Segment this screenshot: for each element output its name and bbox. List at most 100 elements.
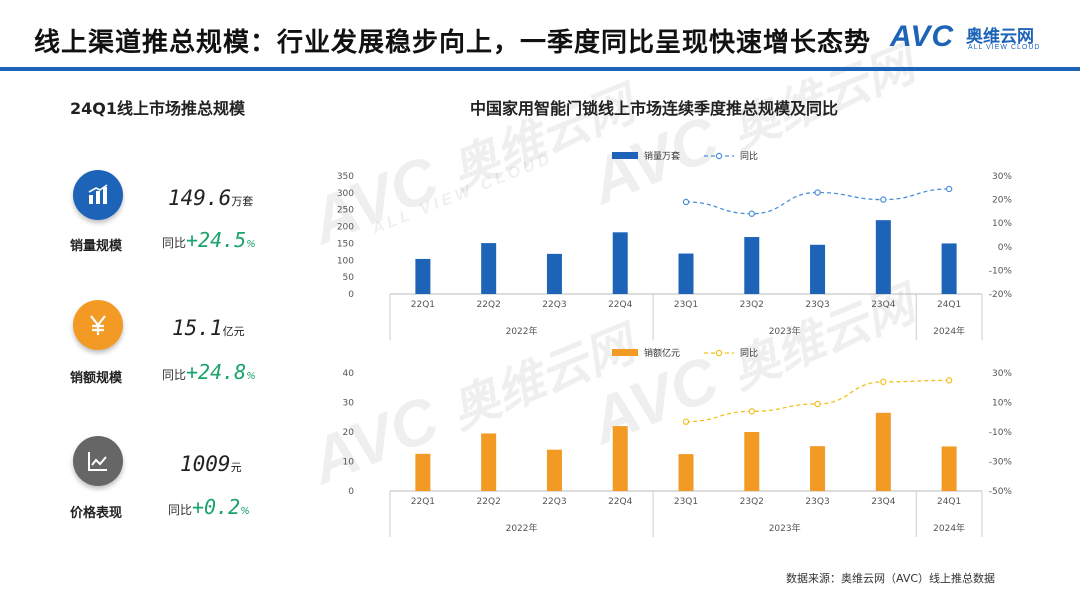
volume-category-label: 22Q4 bbox=[608, 300, 633, 310]
kpi-price-value: 1009元 bbox=[180, 452, 242, 476]
revenue-bar bbox=[612, 426, 628, 491]
kpi-revenue-label: 销额规模 bbox=[70, 371, 123, 386]
revenue-right-tick-label: 30% bbox=[992, 369, 1012, 379]
revenue-category-label: 22Q4 bbox=[608, 497, 633, 507]
revenue-yoy-point bbox=[880, 378, 887, 386]
revenue-year-label: 2024年 bbox=[933, 522, 965, 534]
revenue-right-tick-label: -30% bbox=[989, 458, 1013, 468]
revenue-yoy-point bbox=[945, 377, 953, 384]
kpi-volume-value: 149.6万套 bbox=[168, 186, 254, 210]
revenue-yoy-point bbox=[748, 408, 755, 415]
logo-name-en: ALL VIEW CLOUD bbox=[968, 44, 1041, 51]
revenue-bar bbox=[481, 433, 497, 491]
revenue-bar bbox=[415, 453, 431, 491]
volume-left-tick-label: 100 bbox=[337, 256, 354, 266]
volume-bar bbox=[875, 220, 891, 294]
volume-category-label: 22Q1 bbox=[411, 300, 435, 310]
revenue-legend-bar-swatch bbox=[612, 349, 638, 356]
revenue-bar bbox=[678, 454, 694, 491]
avc-logo: AVC 奥维云网 ALL VIEW CLOUD bbox=[890, 20, 1060, 60]
volume-category-label: 22Q3 bbox=[542, 300, 566, 310]
volume-legend-line-label: 同比 bbox=[740, 150, 758, 162]
revenue-right-tick-label: 10% bbox=[992, 399, 1012, 409]
revenue-category-label: 24Q1 bbox=[937, 497, 961, 507]
revenue-category-label: 23Q1 bbox=[674, 497, 698, 507]
kpi-price-badge bbox=[73, 436, 123, 486]
trend-icon bbox=[88, 452, 107, 471]
revenue-left-tick-label: 30 bbox=[343, 399, 355, 409]
kpi-revenue-badge bbox=[73, 300, 123, 350]
volume-left-tick-label: 250 bbox=[337, 206, 354, 216]
volume-legend-bar-label: 销量万套 bbox=[644, 150, 680, 162]
volume-bar bbox=[810, 244, 826, 294]
volume-yoy-point bbox=[945, 185, 953, 193]
revenue-legend-line-label: 同比 bbox=[740, 347, 758, 359]
volume-left-tick-label: 50 bbox=[343, 273, 355, 283]
bar-chart-icon bbox=[88, 184, 108, 204]
volume-chart: 0 50 100 150 200 250 300 350 -20% -10% 0% 10% 20% 30%… bbox=[337, 150, 1013, 340]
volume-year-label: 2023年 bbox=[769, 325, 801, 337]
kpi-revenue-value: 15.1亿元 bbox=[172, 316, 245, 340]
revenue-right-tick-label: -10% bbox=[989, 428, 1013, 438]
volume-yoy-line bbox=[685, 188, 950, 215]
header-divider bbox=[0, 67, 1080, 71]
revenue-left-tick-label: 0 bbox=[348, 487, 354, 497]
volume-right-tick-label: 0% bbox=[998, 243, 1013, 253]
volume-bar bbox=[481, 243, 497, 294]
revenue-bar bbox=[744, 432, 760, 491]
volume-category-label: 23Q1 bbox=[674, 300, 698, 310]
volume-right-tick-label: -10% bbox=[989, 266, 1013, 276]
volume-right-tick-label: 20% bbox=[992, 196, 1012, 206]
volume-right-tick-label: 10% bbox=[992, 219, 1012, 229]
revenue-right-tick-label: -50% bbox=[989, 487, 1013, 497]
revenue-category-label: 23Q2 bbox=[740, 497, 764, 507]
revenue-bar bbox=[875, 412, 891, 491]
volume-category-label: 23Q4 bbox=[871, 300, 896, 310]
volume-bar bbox=[941, 243, 957, 294]
volume-left-tick-label: 150 bbox=[337, 239, 354, 249]
revenue-legend-line-marker bbox=[715, 349, 723, 357]
revenue-bar bbox=[810, 446, 826, 491]
revenue-left-tick-label: 40 bbox=[343, 369, 355, 379]
revenue-bar bbox=[941, 446, 957, 491]
volume-left-tick-label: 200 bbox=[337, 223, 354, 233]
revenue-left-tick-label: 20 bbox=[343, 428, 355, 438]
volume-year-label: 2024年 bbox=[933, 325, 965, 337]
revenue-category-label: 22Q2 bbox=[477, 497, 501, 507]
revenue-year-label: 2022年 bbox=[506, 522, 538, 534]
volume-category-label: 22Q2 bbox=[477, 300, 501, 310]
revenue-category-label: 22Q3 bbox=[542, 497, 566, 507]
kpi-panel-title: 24Q1线上市场推总规模 bbox=[70, 99, 246, 118]
revenue-category-label: 23Q4 bbox=[871, 497, 896, 507]
volume-bar bbox=[612, 232, 628, 294]
revenue-yoy-point bbox=[814, 400, 821, 408]
volume-bar bbox=[744, 237, 760, 294]
volume-bar bbox=[415, 258, 431, 294]
volume-bar bbox=[546, 253, 562, 294]
volume-legend-bar-swatch bbox=[612, 152, 638, 159]
yuan-icon bbox=[90, 315, 106, 335]
kpi-price-yoy: 同比+0.2% bbox=[168, 495, 250, 519]
revenue-bar bbox=[546, 449, 562, 491]
volume-category-label: 23Q2 bbox=[740, 300, 764, 310]
volume-category-label: 23Q3 bbox=[805, 300, 829, 310]
logo-name-cn: 奥维云网 bbox=[966, 27, 1034, 47]
revenue-yoy-point bbox=[682, 418, 690, 425]
volume-bar bbox=[678, 253, 694, 294]
volume-left-tick-label: 0 bbox=[348, 290, 354, 300]
volume-year-label: 2022年 bbox=[506, 325, 538, 337]
volume-right-tick-label: -20% bbox=[989, 290, 1013, 300]
revenue-legend-bar-label: 销额亿元 bbox=[644, 347, 680, 359]
volume-right-tick-label: 30% bbox=[992, 172, 1012, 182]
kpi-revenue-yoy: 同比+24.8% bbox=[162, 360, 256, 384]
volume-legend-line-marker bbox=[715, 152, 723, 160]
revenue-left-tick-label: 10 bbox=[343, 458, 355, 468]
volume-left-tick-label: 350 bbox=[337, 172, 354, 182]
data-source-note: 数据来源：奥维云网（AVC）线上推总数据 bbox=[786, 572, 996, 585]
revenue-category-label: 22Q1 bbox=[411, 497, 435, 507]
logo-mark: AVC bbox=[890, 20, 955, 53]
revenue-chart: 0 10 20 30 40 -50% -30% -10% 10% 30% 22Q1 22Q2 22Q3 2… bbox=[343, 347, 1013, 537]
chart-title: 中国家用智能门锁线上市场连续季度推总规模及同比 bbox=[470, 99, 839, 118]
kpi-volume-yoy: 同比+24.5% bbox=[162, 228, 256, 252]
volume-yoy-point bbox=[682, 198, 690, 206]
